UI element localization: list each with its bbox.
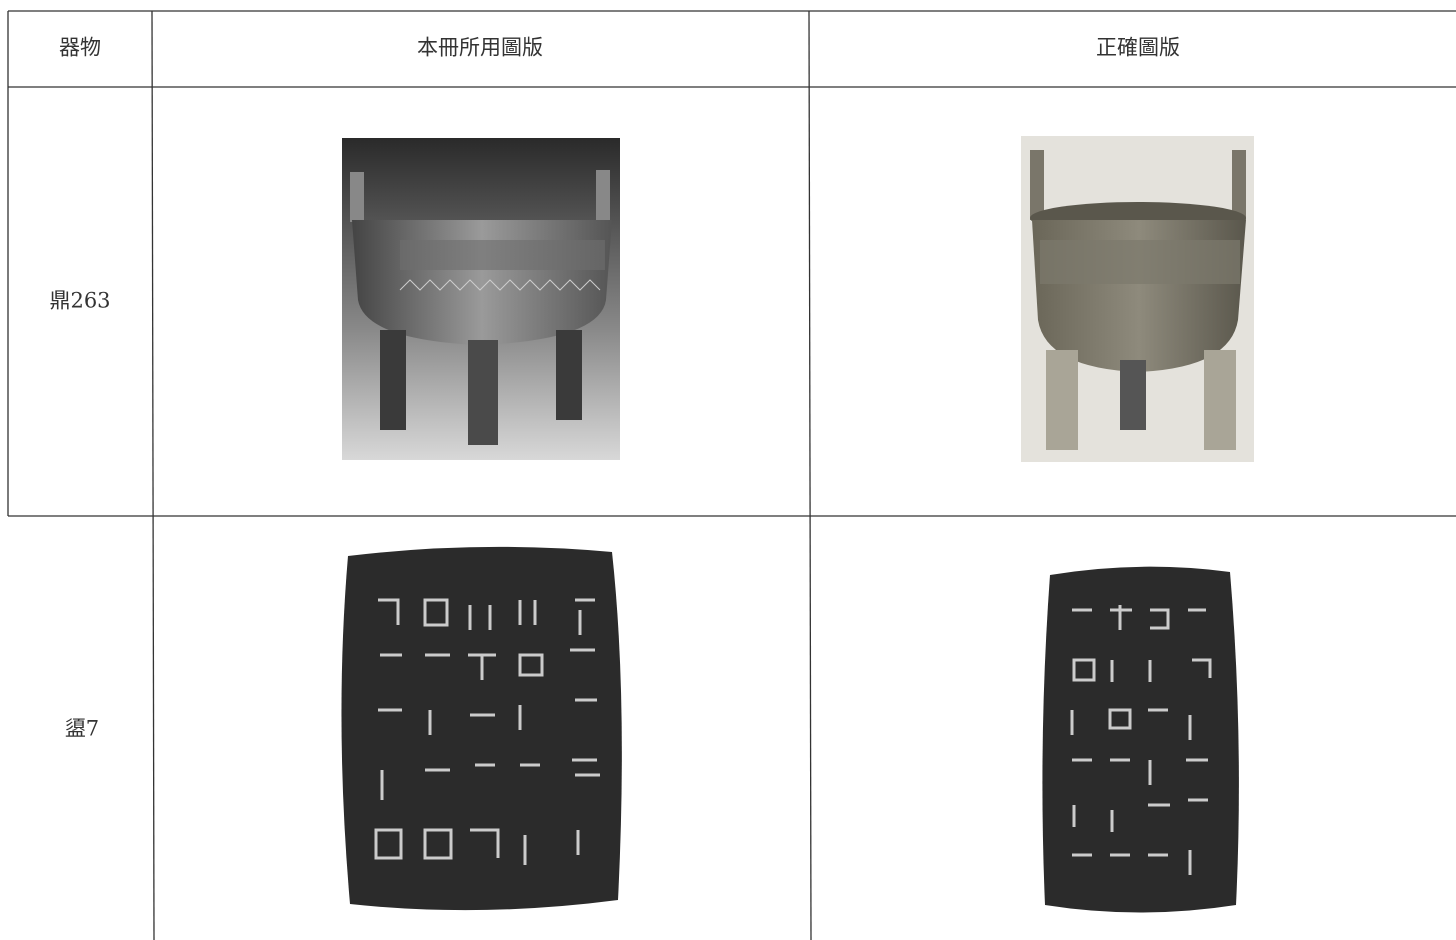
header-cell: 正確圖版	[1096, 36, 1180, 60]
row-label: 鼎263	[49, 289, 110, 313]
header-cell: 器物	[59, 36, 101, 60]
table-grid	[7, 10, 1456, 940]
row-label: 盨7	[65, 717, 99, 741]
inscription-rubbing	[341, 546, 622, 911]
inscription-rubbing	[1042, 566, 1239, 913]
vessel-photo	[1021, 136, 1254, 462]
header-cell: 本冊所用圖版	[417, 36, 543, 60]
vessel-photo	[342, 138, 620, 460]
